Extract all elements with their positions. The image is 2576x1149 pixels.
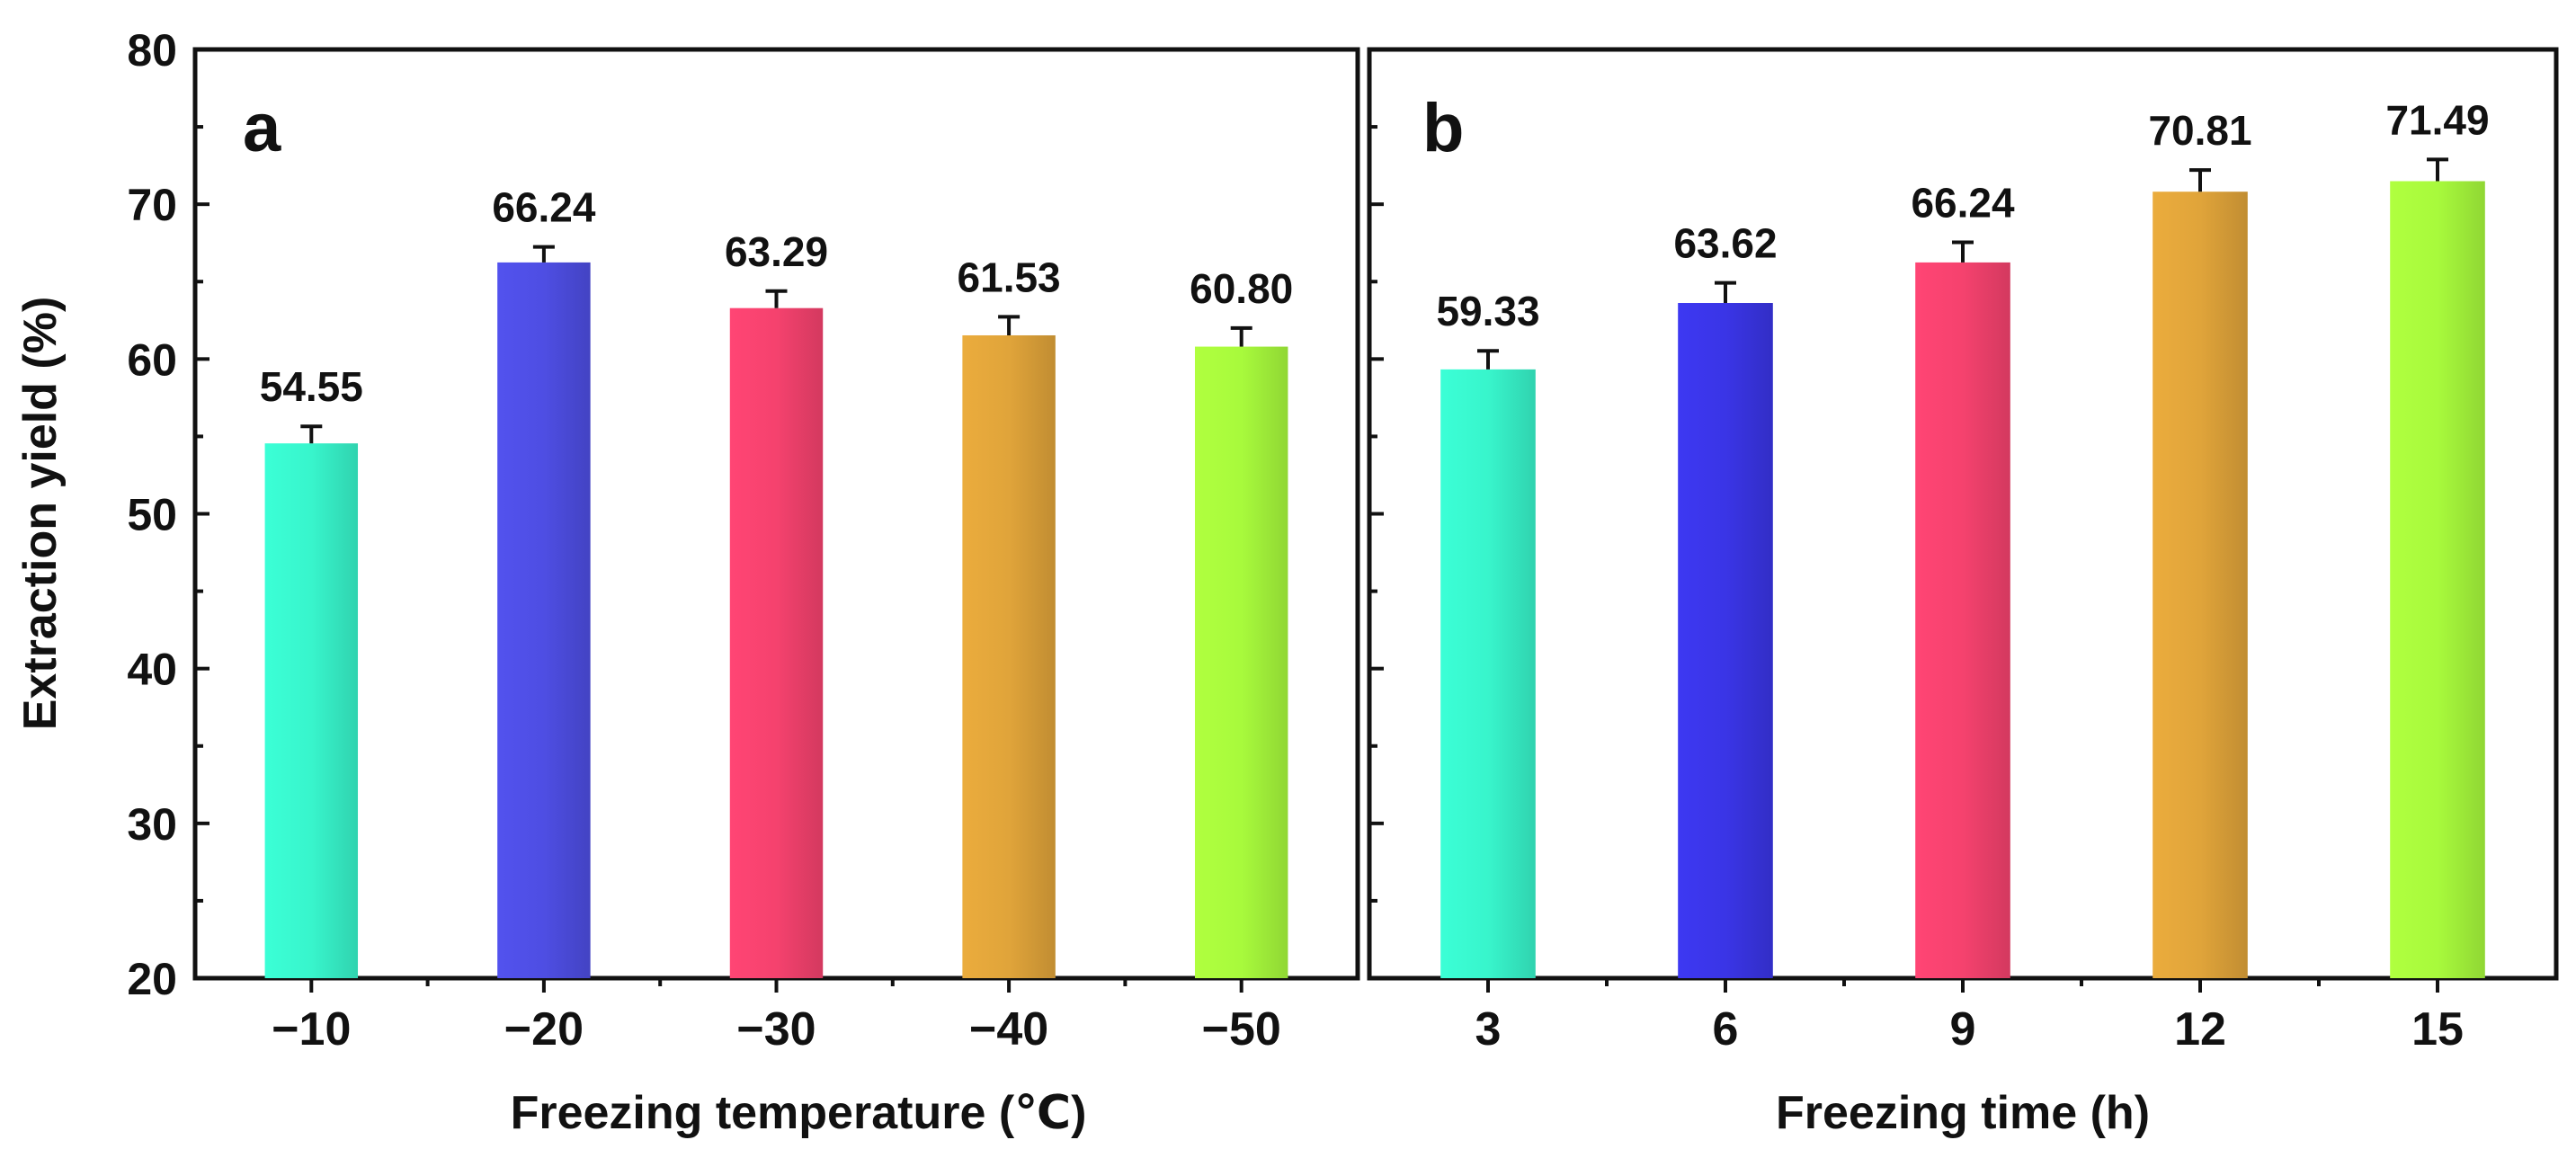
bar xyxy=(2390,181,2485,978)
x-tick-label: 3 xyxy=(1475,1003,1502,1055)
panel-a-label: a xyxy=(243,90,281,166)
data-label: 70.81 xyxy=(2148,107,2251,154)
data-label: 54.55 xyxy=(260,363,363,410)
y-tick-label: 40 xyxy=(127,645,177,695)
y-tick-label: 60 xyxy=(127,334,177,385)
panel-a-x-axis-title: Freezing temperature (℃) xyxy=(511,1087,1087,1139)
x-tick-label: −40 xyxy=(969,1003,1048,1055)
panel-a-y-axis: 20 30 40 50 60 70 80 xyxy=(127,25,209,1004)
bar xyxy=(2153,192,2248,978)
panel-b-x-axis-title: Freezing time (h) xyxy=(1776,1087,2150,1139)
panel-b-y-axis xyxy=(1369,48,1384,980)
x-tick-label: 6 xyxy=(1713,1003,1739,1055)
y-tick-label: 50 xyxy=(127,490,177,540)
bar xyxy=(1915,262,2010,978)
bar xyxy=(1194,346,1288,978)
data-label: 61.53 xyxy=(958,254,1061,300)
bar xyxy=(497,262,591,978)
panel-b-bars: 59.33 63.62 66.24 70.81 71.49 xyxy=(1436,96,2490,978)
bar xyxy=(1678,303,1773,978)
panel-a-x-axis: −10 −20 −30 −40 −50 xyxy=(272,978,1281,1055)
y-tick-label: 30 xyxy=(127,799,177,850)
data-label: 60.80 xyxy=(1190,265,1293,312)
bar xyxy=(1440,369,1536,978)
x-tick-label: −10 xyxy=(272,1003,351,1055)
y-tick-label: 70 xyxy=(127,180,177,230)
data-label: 66.24 xyxy=(1911,180,2015,227)
x-tick-label: −50 xyxy=(1202,1003,1281,1055)
y-axis-title: Extraction yield (%) xyxy=(14,297,67,731)
panel-b: b 3 6 9 12 15 59.33 63.62 66.24 70.81 71.49 Free… xyxy=(1367,47,2559,1139)
x-tick-label: 9 xyxy=(1950,1003,1976,1055)
x-tick-label: −30 xyxy=(736,1003,816,1055)
bar xyxy=(264,443,359,978)
panel-b-x-axis: 3 6 9 12 15 xyxy=(1475,978,2464,1055)
x-tick-label: −20 xyxy=(504,1003,584,1055)
data-label: 63.62 xyxy=(1673,220,1777,267)
data-label: 59.33 xyxy=(1436,288,1539,334)
panel-b-label: b xyxy=(1422,90,1464,166)
data-label: 66.24 xyxy=(492,184,596,231)
bar xyxy=(729,307,824,978)
data-label: 63.29 xyxy=(725,228,828,275)
bar xyxy=(962,334,1056,978)
y-tick-label: 80 xyxy=(127,25,177,76)
x-tick-label: 15 xyxy=(2411,1003,2464,1055)
y-tick-label: 20 xyxy=(127,954,177,1004)
data-label: 71.49 xyxy=(2385,96,2489,143)
panel-a-bars: 54.55 66.24 63.29 61.53 60.80 xyxy=(260,184,1293,978)
x-tick-label: 12 xyxy=(2174,1003,2226,1055)
panel-a: a 20 30 40 50 60 70 80 −10 −20 −30 −40 −50 54.55 66… xyxy=(127,25,1360,1139)
